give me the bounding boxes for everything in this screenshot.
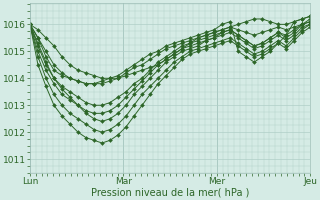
- X-axis label: Pression niveau de la mer( hPa ): Pression niveau de la mer( hPa ): [91, 187, 249, 197]
